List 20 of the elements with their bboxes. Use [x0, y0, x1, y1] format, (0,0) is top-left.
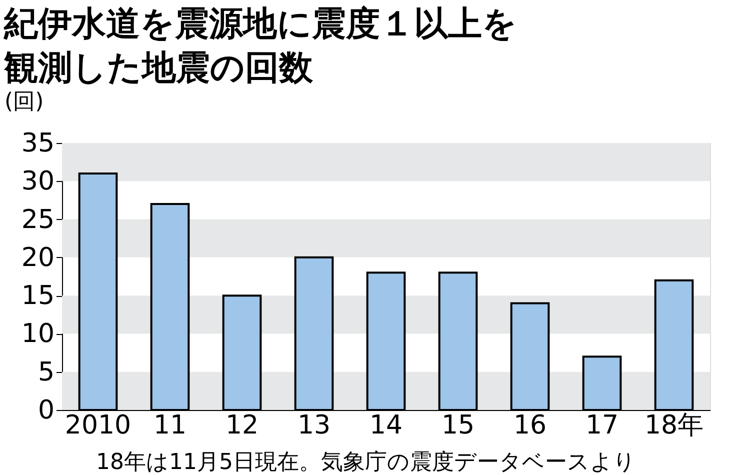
y-tick-label: 5 [38, 357, 54, 388]
x-tick-label: 13 [297, 410, 331, 440]
x-tick-label: 14 [369, 410, 403, 440]
x-tick-label: 2010 [64, 410, 132, 440]
text: 18年は11月5日現在。気象庁の震度データベースより [96, 450, 636, 475]
x-tick-label: 18年 [644, 410, 704, 440]
y-tick-label: 35 [21, 128, 54, 158]
x-tick-label: 17 [585, 410, 619, 440]
x-tick-label: 16 [513, 410, 547, 440]
y-axis-title: (回) [4, 90, 44, 114]
chart-title: 紀伊水道を震源地に震度１以上を観測した地震の回数 [3, 4, 517, 88]
x-tick-label: 12 [225, 410, 259, 440]
y-tick-label: 30 [21, 166, 54, 197]
x-tick-label: 15 [441, 410, 475, 440]
x-tick-label: 11 [153, 410, 187, 440]
y-tick-label: 10 [21, 319, 54, 350]
y-tick-label: 20 [21, 242, 54, 273]
y-tick-label: 15 [21, 281, 54, 312]
y-tick-label: 0 [38, 396, 54, 426]
y-tick-label: 25 [21, 204, 54, 235]
